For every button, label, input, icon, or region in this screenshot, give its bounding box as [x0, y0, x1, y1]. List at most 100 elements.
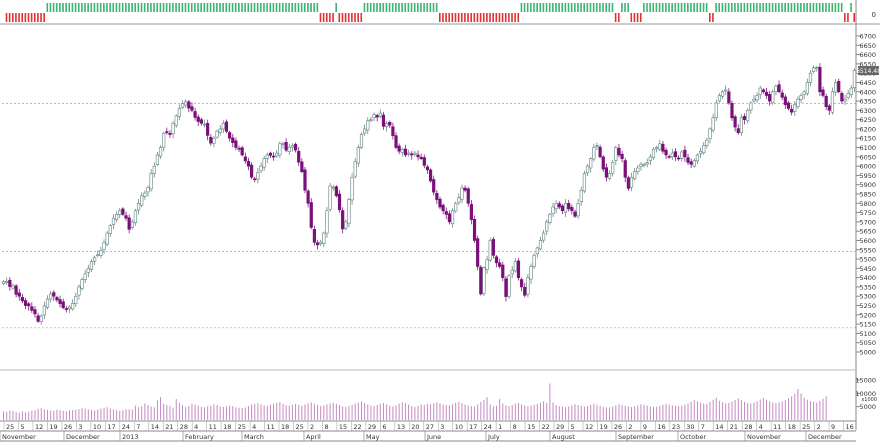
date-tick-label: 2: [628, 423, 632, 431]
indicator-bar-up: [655, 3, 658, 12]
indicator-bar-up: [793, 3, 796, 12]
price-tick-label: 6100: [859, 144, 876, 152]
candle-up: [118, 210, 122, 215]
indicator-bar-up: [68, 3, 71, 12]
date-tick-label: 25: [6, 423, 14, 431]
candle-up: [833, 82, 838, 93]
indicator-bar-up: [420, 3, 422, 12]
indicator-bar-down: [614, 13, 617, 22]
date-tick-label: 28: [180, 423, 188, 431]
indicator-bar-up: [150, 3, 152, 12]
indicator-bar-up: [404, 3, 407, 12]
indicator-bar-up: [153, 3, 155, 12]
candle-down: [300, 161, 304, 172]
price-tick-label: 6650: [859, 42, 876, 50]
date-tick-label: 25: [238, 423, 246, 431]
date-tick-label: 22: [353, 423, 361, 431]
indicator-bar-up: [241, 3, 243, 12]
candle-down: [504, 278, 508, 297]
candle-down: [664, 149, 668, 156]
candle-up: [755, 95, 759, 101]
date-tick-label: 8: [513, 423, 517, 431]
indicator-bar-up: [197, 3, 199, 12]
candle-up: [114, 214, 119, 220]
candle-down: [463, 187, 467, 191]
candle-up: [639, 163, 643, 167]
candle-down: [736, 128, 740, 133]
candle-up: [331, 186, 335, 189]
indicator-bar-up: [125, 3, 127, 12]
candle-down: [23, 300, 28, 306]
indicator-bar-up: [687, 3, 689, 12]
indicator-bar-up: [379, 3, 381, 12]
candle-down: [821, 89, 825, 96]
indicator-bar-up: [238, 3, 240, 12]
indicator-bar-down: [482, 13, 485, 22]
indicator-bar-up: [168, 3, 171, 12]
candle-down: [209, 137, 213, 144]
indicator-bar-up: [768, 3, 771, 12]
indicator-bar-down: [847, 13, 849, 22]
candle-up: [80, 279, 84, 289]
candle-up: [830, 91, 835, 113]
price-tick-label: 5300: [859, 293, 876, 301]
price-tick-label: 5250: [859, 302, 876, 310]
candle-up: [607, 173, 612, 179]
indicator-bar-up: [391, 3, 394, 12]
candle-up: [774, 85, 778, 93]
candle-up: [74, 295, 78, 304]
indicator-bar-up: [303, 3, 306, 12]
date-tick-label: 4: [759, 423, 763, 431]
indicator-bar-down: [40, 13, 42, 22]
indicator-bar-up: [90, 3, 93, 12]
date-tick-label: 16: [846, 423, 854, 431]
indicator-bar-up: [225, 3, 228, 12]
candle-up: [89, 261, 94, 270]
indicator-bar-up: [533, 3, 535, 12]
price-tick-label: 5100: [859, 330, 876, 338]
candle-up: [749, 102, 753, 111]
date-tick-label: 13: [397, 423, 405, 431]
indicator-bar-up: [831, 3, 834, 12]
indicator-bar-up: [300, 3, 303, 12]
indicator-bar-down: [33, 13, 36, 22]
candle-up: [359, 134, 364, 148]
candle-down: [447, 213, 452, 223]
price-tick-label: 6700: [859, 33, 876, 41]
indicator-bar-up: [137, 3, 140, 12]
candle-up: [582, 173, 587, 192]
candle-up: [698, 150, 703, 155]
candle-down: [293, 143, 298, 151]
candle-up: [158, 147, 163, 157]
indicator-bar-up: [624, 3, 626, 12]
indicator-bar-up: [778, 3, 780, 12]
indicator-bar-up: [680, 3, 683, 12]
candle-up: [802, 91, 806, 95]
indicator-bar-up: [84, 3, 86, 12]
candle-down: [557, 203, 561, 208]
date-tick-label: 12: [35, 423, 43, 431]
candle-up: [633, 171, 637, 180]
price-tick-label: 5150: [859, 321, 876, 329]
candle-up: [67, 306, 72, 310]
candle-down: [124, 215, 128, 219]
candle-up: [152, 165, 156, 174]
candle-down: [623, 160, 627, 178]
price-tick-label: 5400: [859, 274, 876, 282]
indicator-bar-up: [834, 3, 837, 12]
price-tick-label: 5900: [859, 181, 876, 189]
indicator-bar-up: [727, 3, 730, 12]
candle-down: [570, 207, 574, 212]
indicator-bar-up: [307, 3, 309, 12]
indicator-bar-up: [316, 3, 319, 12]
indicator-bar-up: [263, 3, 265, 12]
candle-up: [702, 144, 706, 154]
date-tick-label: 27: [426, 423, 434, 431]
date-tick-label: 6: [382, 423, 386, 431]
indicator-bar-up: [87, 3, 89, 12]
candle-up: [146, 187, 150, 193]
price-tick-label: 6250: [859, 116, 876, 124]
candle-down: [246, 160, 251, 167]
candle-up: [642, 163, 646, 166]
candle-down: [786, 102, 791, 109]
